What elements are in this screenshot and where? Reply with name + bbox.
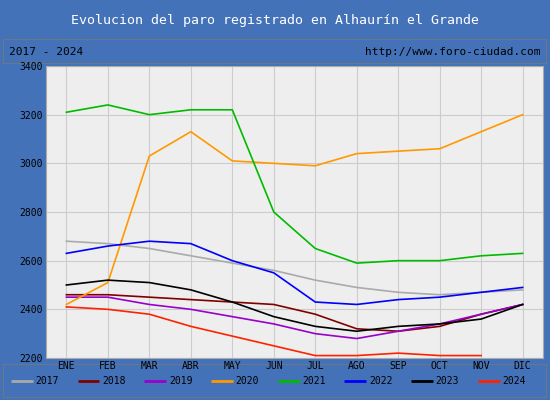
Text: 2024: 2024 [502,376,526,386]
Text: Evolucion del paro registrado en Alhaurín el Grande: Evolucion del paro registrado en Alhaurí… [71,14,479,27]
Text: 2020: 2020 [235,376,259,386]
Text: 2018: 2018 [102,376,125,386]
Text: 2023: 2023 [436,376,459,386]
Text: 2022: 2022 [369,376,393,386]
Text: 2017: 2017 [35,376,59,386]
Text: 2021: 2021 [302,376,326,386]
Text: 2019: 2019 [169,376,192,386]
Text: http://www.foro-ciudad.com: http://www.foro-ciudad.com [365,47,541,57]
Text: 2017 - 2024: 2017 - 2024 [9,47,84,57]
